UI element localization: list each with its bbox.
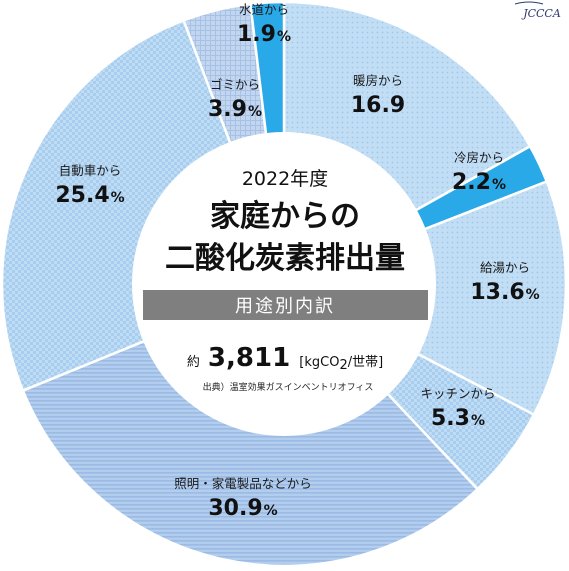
total-prefix: 約	[187, 355, 200, 370]
slice-value: 25.4%	[55, 183, 124, 208]
source-note: 出典）温室効果ガスインベントリオフィス	[203, 381, 374, 393]
slice-label: ゴミから	[210, 77, 260, 92]
slice-value: 30.9%	[208, 496, 277, 521]
subtitle: 用途別内訳	[235, 296, 335, 317]
slice-value: 1.9%	[237, 22, 291, 47]
total-unit: [kgCO	[299, 355, 339, 370]
slice-label: 給湯から	[480, 260, 530, 275]
slice-value: 16.9	[351, 93, 405, 118]
title-year: 2022年度	[242, 168, 328, 190]
center-disc	[132, 132, 436, 436]
total-line: 約 3,811 [kgCO2/世帯]	[187, 343, 383, 373]
title-line2: 二酸化炭素排出量	[165, 241, 405, 276]
slice-label: 暖房から	[353, 73, 403, 88]
slice-value: 2.2%	[452, 170, 506, 195]
slice-label: 冷房から	[454, 150, 504, 165]
slice-value: 5.3%	[431, 406, 485, 431]
slice-value: 13.6%	[470, 280, 539, 305]
jccca-logo: JCCCA	[514, 1, 561, 20]
subtitle-band	[143, 290, 428, 320]
total-unit-sub: 2	[339, 358, 347, 373]
slice-label: 自動車から	[59, 163, 122, 178]
slice-label: 照明・家電製品などから	[174, 476, 312, 491]
total-value: 3,811	[208, 343, 290, 373]
total-unit-end: /世帯]	[348, 355, 383, 370]
slice-value: 3.9%	[208, 97, 262, 122]
slice-label: 水道から	[239, 2, 289, 17]
slice-label: キッチンから	[420, 386, 495, 401]
title-line1: 家庭からの	[210, 199, 360, 234]
svg-text:JCCCA: JCCCA	[521, 7, 561, 20]
